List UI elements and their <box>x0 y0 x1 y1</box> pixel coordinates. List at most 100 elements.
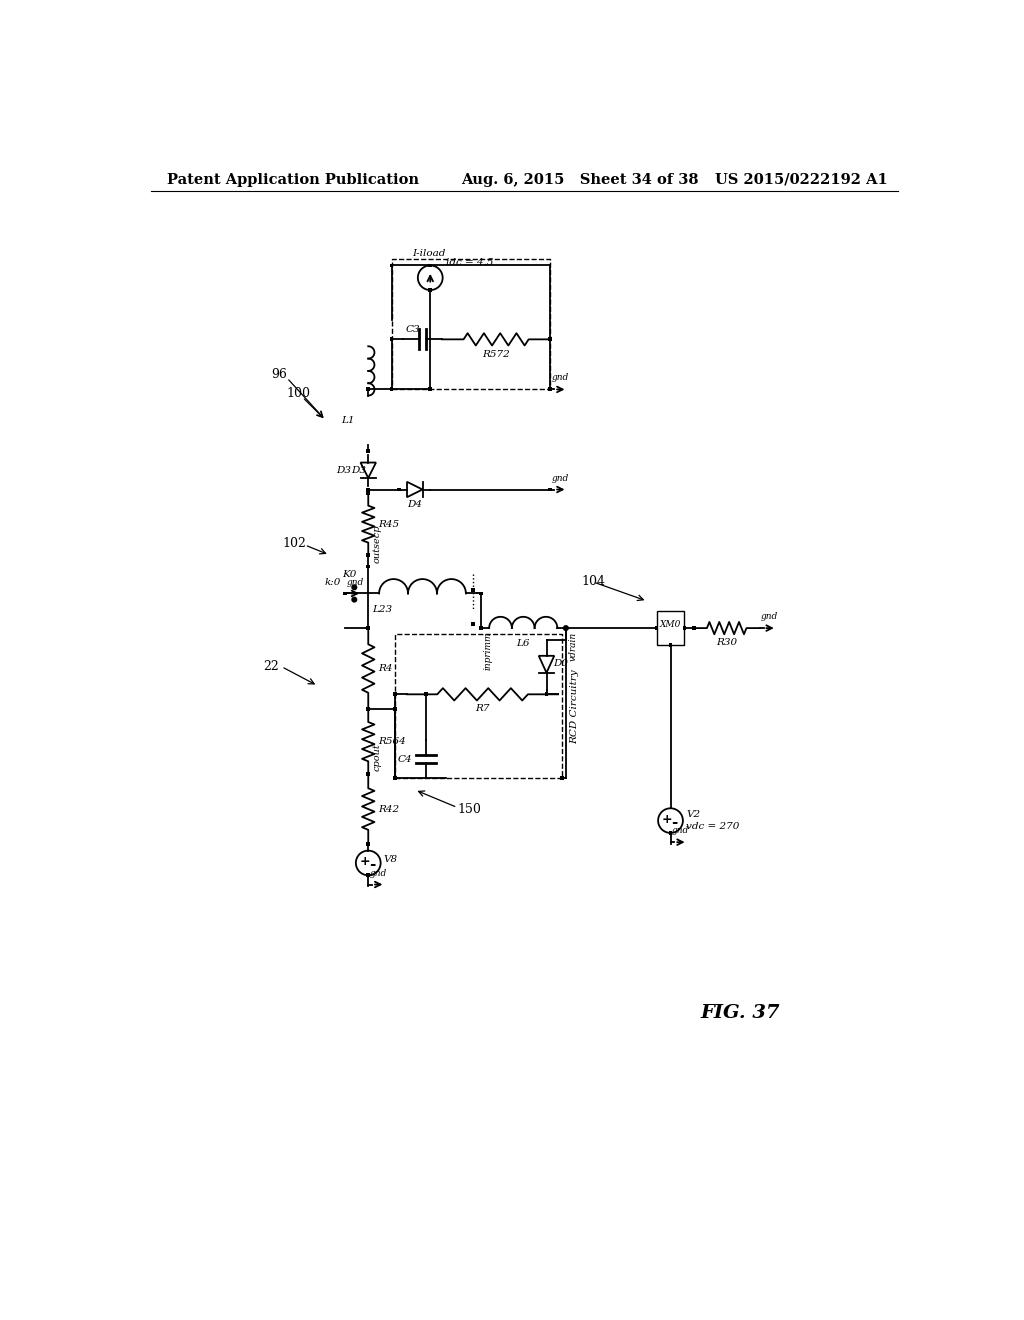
Polygon shape <box>367 626 371 630</box>
Text: gnd: gnd <box>370 869 387 878</box>
Text: +: + <box>359 855 371 869</box>
Text: k:0: k:0 <box>325 578 341 587</box>
Polygon shape <box>549 338 552 342</box>
Circle shape <box>563 626 568 631</box>
Bar <box>656 611 684 645</box>
Polygon shape <box>669 832 673 834</box>
Text: 102: 102 <box>283 537 306 550</box>
Polygon shape <box>367 553 371 557</box>
Polygon shape <box>393 708 397 711</box>
Text: vdc = 270: vdc = 270 <box>686 822 739 832</box>
Polygon shape <box>389 264 393 268</box>
Polygon shape <box>428 388 432 391</box>
Text: cpout: cpout <box>372 743 381 771</box>
Text: R45: R45 <box>378 520 399 528</box>
Text: XM0: XM0 <box>659 620 681 628</box>
Text: I-iload: I-iload <box>412 248 445 257</box>
Text: L23: L23 <box>372 605 392 614</box>
Text: V2: V2 <box>686 810 700 818</box>
Text: gnd: gnd <box>672 826 689 836</box>
Polygon shape <box>683 626 686 630</box>
Polygon shape <box>343 591 347 595</box>
Polygon shape <box>560 776 564 780</box>
Polygon shape <box>367 491 371 495</box>
Polygon shape <box>393 693 397 696</box>
Text: D4: D4 <box>408 500 422 510</box>
Text: gnd: gnd <box>552 374 569 383</box>
Polygon shape <box>428 264 432 268</box>
Polygon shape <box>367 388 371 391</box>
Text: vdrain: vdrain <box>569 632 578 661</box>
Text: R7: R7 <box>475 705 489 713</box>
Polygon shape <box>669 643 673 647</box>
Polygon shape <box>367 449 371 453</box>
Text: gnd: gnd <box>346 578 364 586</box>
Text: inprimm: inprimm <box>483 632 493 671</box>
Polygon shape <box>367 708 371 711</box>
Text: R564: R564 <box>378 737 407 746</box>
Text: D0: D0 <box>553 659 567 668</box>
Text: +: + <box>663 813 673 825</box>
Polygon shape <box>478 591 482 595</box>
Polygon shape <box>367 772 371 776</box>
Text: Patent Application Publication: Patent Application Publication <box>167 173 419 187</box>
Text: Aug. 6, 2015   Sheet 34 of 38: Aug. 6, 2015 Sheet 34 of 38 <box>461 173 698 187</box>
Text: 104: 104 <box>581 576 605 589</box>
Polygon shape <box>367 626 371 630</box>
Text: R572: R572 <box>482 350 510 359</box>
Polygon shape <box>367 487 371 491</box>
Polygon shape <box>389 338 393 342</box>
Text: C4: C4 <box>397 755 413 763</box>
Polygon shape <box>367 449 371 453</box>
Circle shape <box>352 585 356 590</box>
Polygon shape <box>367 874 371 878</box>
Polygon shape <box>389 388 393 391</box>
Text: C3: C3 <box>406 325 420 334</box>
Text: outsecp: outsecp <box>372 524 381 562</box>
Text: idc = 4.5: idc = 4.5 <box>445 257 494 267</box>
Text: D3: D3 <box>351 466 367 475</box>
Polygon shape <box>389 264 393 268</box>
Polygon shape <box>367 772 371 776</box>
Text: -: - <box>369 857 376 873</box>
Polygon shape <box>393 776 397 780</box>
Bar <box>391 259 550 389</box>
Polygon shape <box>549 487 552 491</box>
Bar <box>395 635 562 779</box>
Polygon shape <box>367 772 371 776</box>
Text: 96: 96 <box>271 367 287 380</box>
Polygon shape <box>692 626 695 630</box>
Text: R30: R30 <box>716 638 737 647</box>
Polygon shape <box>424 693 428 696</box>
Circle shape <box>352 598 356 602</box>
Polygon shape <box>471 587 475 591</box>
Polygon shape <box>545 693 549 696</box>
Text: FIG. 37: FIG. 37 <box>700 1005 780 1022</box>
Polygon shape <box>428 288 432 292</box>
Text: -: - <box>671 814 678 830</box>
Text: US 2015/0222192 A1: US 2015/0222192 A1 <box>715 173 888 187</box>
Polygon shape <box>478 626 482 630</box>
Polygon shape <box>549 388 552 391</box>
Polygon shape <box>367 708 371 711</box>
Polygon shape <box>367 388 371 391</box>
Text: 22: 22 <box>263 660 280 673</box>
Polygon shape <box>367 842 371 846</box>
Polygon shape <box>564 626 568 630</box>
Polygon shape <box>367 565 371 569</box>
Text: L1: L1 <box>341 416 354 425</box>
Text: 150: 150 <box>457 803 481 816</box>
Polygon shape <box>471 622 475 626</box>
Text: R4: R4 <box>378 664 393 673</box>
Text: RCD Circuitry: RCD Circuitry <box>569 669 579 743</box>
Text: L6: L6 <box>516 639 530 648</box>
Text: gnd: gnd <box>761 612 778 622</box>
Polygon shape <box>564 626 568 630</box>
Text: K0: K0 <box>342 570 356 578</box>
Text: R42: R42 <box>378 805 399 813</box>
Polygon shape <box>367 708 371 711</box>
Text: D3: D3 <box>336 466 351 475</box>
Text: 100: 100 <box>287 387 310 400</box>
Text: gnd: gnd <box>552 474 569 483</box>
Polygon shape <box>654 626 658 630</box>
